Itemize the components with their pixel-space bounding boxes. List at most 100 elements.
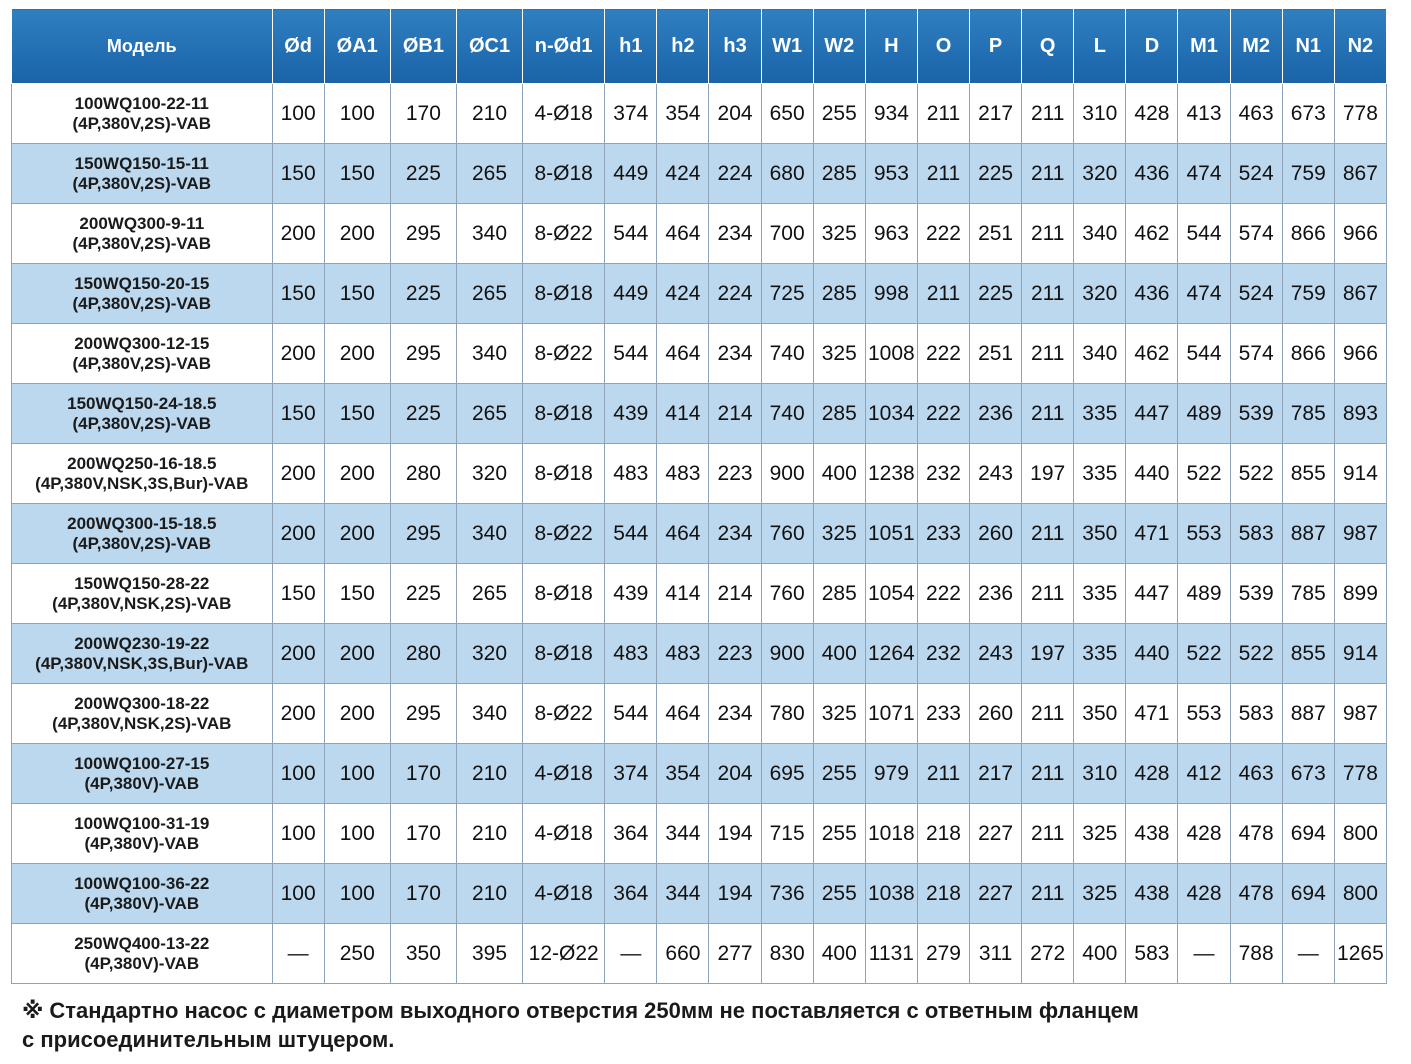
value-cell: 483: [656, 623, 710, 684]
model-cell: 100WQ100-27-15 (4P,380V)-VAB: [11, 743, 273, 804]
value-cell: 1264: [864, 623, 918, 684]
value-cell: 695: [760, 743, 814, 804]
value-cell: 474: [1177, 143, 1231, 204]
model-name-line: 150WQ150-28-22: [74, 573, 210, 593]
value-cell: 325: [1073, 803, 1127, 864]
value-cell: 934: [864, 83, 918, 144]
value-cell: 344: [656, 863, 710, 924]
value-cell: 660: [656, 923, 710, 984]
model-name-line: 200WQ300-9-11: [79, 213, 205, 233]
value-cell: 539: [1229, 383, 1283, 444]
model-cell: 150WQ150-20-15 (4P,380V,2S)-VAB: [11, 263, 273, 324]
value-cell: 1038: [864, 863, 918, 924]
value-cell: 170: [389, 83, 457, 144]
value-cell: 583: [1125, 923, 1179, 984]
value-cell: 150: [323, 563, 391, 624]
value-cell: 439: [604, 563, 658, 624]
value-cell: 650: [760, 83, 814, 144]
value-cell: 715: [760, 803, 814, 864]
value-cell: 987: [1333, 503, 1388, 564]
value-cell: 673: [1281, 83, 1335, 144]
value-cell: 100: [323, 743, 391, 804]
value-cell: 438: [1125, 803, 1179, 864]
value-cell: 222: [916, 203, 971, 264]
value-cell: 914: [1333, 443, 1388, 504]
column-header: ØB1: [389, 8, 457, 84]
value-cell: 243: [969, 623, 1023, 684]
value-cell: 236: [969, 383, 1023, 444]
value-cell: 251: [969, 203, 1023, 264]
model-cell: 100WQ100-36-22 (4P,380V)-VAB: [11, 863, 273, 924]
value-cell: 100: [271, 863, 325, 924]
value-cell: 233: [916, 683, 971, 744]
value-cell: 251: [969, 323, 1023, 384]
value-cell: 866: [1281, 203, 1335, 264]
value-cell: 150: [323, 263, 391, 324]
value-cell: 223: [708, 623, 762, 684]
table-row: 150WQ150-24-18.5 (4P,380V,2S)-VAB 150 150 22…: [11, 383, 1388, 444]
value-cell: 295: [389, 203, 457, 264]
value-cell: 236: [969, 563, 1023, 624]
value-cell: 210: [455, 83, 524, 144]
value-cell: 428: [1177, 863, 1231, 924]
value-cell: 250: [323, 923, 391, 984]
value-cell: 211: [916, 143, 971, 204]
table-row: 100WQ100-36-22 (4P,380V)-VAB 100 100 170 210 4…: [11, 863, 1388, 924]
value-cell: 197: [1021, 443, 1075, 504]
value-cell: 544: [604, 503, 658, 564]
value-cell: 428: [1125, 83, 1179, 144]
value-cell: 424: [656, 143, 710, 204]
value-cell: 462: [1125, 323, 1179, 384]
model-name-line: 250WQ400-13-22: [74, 933, 210, 953]
value-cell: 325: [812, 503, 866, 564]
value-cell: 1131: [864, 923, 918, 984]
column-header-model: Модель: [11, 8, 273, 84]
value-cell: 474: [1177, 263, 1231, 324]
value-cell: 1018: [864, 803, 918, 864]
table-body: 100WQ100-22-11 (4P,380V,2S)-VAB 100 100 170 2…: [11, 83, 1388, 984]
value-cell: 1054: [864, 563, 918, 624]
value-cell: 867: [1333, 263, 1388, 324]
model-cell: 150WQ150-28-22 (4P,380V,NSK,2S)-VAB: [11, 563, 273, 624]
value-cell: 440: [1125, 623, 1179, 684]
value-cell: 200: [323, 203, 391, 264]
value-cell: 759: [1281, 143, 1335, 204]
value-cell: 785: [1281, 383, 1335, 444]
value-cell: 100: [323, 803, 391, 864]
value-cell: 424: [656, 263, 710, 324]
value-cell: 280: [389, 623, 457, 684]
column-header: h1: [604, 8, 658, 84]
value-cell: 255: [812, 743, 866, 804]
column-header: O: [916, 8, 971, 84]
value-cell: 1008: [864, 323, 918, 384]
model-name-line: (4P,380V,2S)-VAB: [72, 353, 212, 373]
value-cell: 285: [812, 143, 866, 204]
model-name-line: 100WQ100-36-22: [74, 873, 210, 893]
value-cell: 8-Ø18: [522, 263, 606, 324]
value-cell: 524: [1229, 143, 1283, 204]
value-cell: 265: [455, 263, 524, 324]
value-cell: 462: [1125, 203, 1179, 264]
value-cell: 1051: [864, 503, 918, 564]
value-cell: 4-Ø18: [522, 743, 606, 804]
value-cell: 583: [1229, 683, 1283, 744]
column-header: n-Ød1: [522, 8, 606, 84]
value-cell: 340: [455, 683, 524, 744]
value-cell: 150: [271, 383, 325, 444]
value-cell: 428: [1177, 803, 1231, 864]
value-cell: 464: [656, 503, 710, 564]
value-cell: 211: [1021, 323, 1075, 384]
value-cell: 265: [455, 143, 524, 204]
value-cell: 364: [604, 863, 658, 924]
column-header: W2: [812, 8, 866, 84]
value-cell: 211: [916, 83, 971, 144]
value-cell: 4-Ø18: [522, 83, 606, 144]
value-cell: 335: [1073, 443, 1127, 504]
value-cell: 8-Ø22: [522, 683, 606, 744]
table-row: 150WQ150-15-11 (4P,380V,2S)-VAB 150 150 225 2…: [11, 143, 1388, 204]
reference-mark-icon: ※: [22, 998, 44, 1023]
value-cell: 200: [271, 323, 325, 384]
value-cell: 310: [1073, 743, 1127, 804]
value-cell: 233: [916, 503, 971, 564]
value-cell: 255: [812, 863, 866, 924]
